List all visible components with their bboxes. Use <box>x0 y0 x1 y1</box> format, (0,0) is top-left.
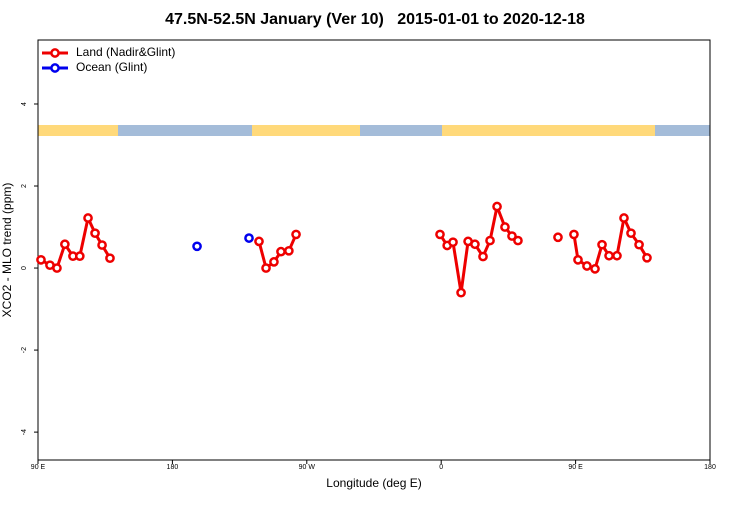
y-tick-label: 0 <box>21 266 28 270</box>
data-point <box>507 231 517 241</box>
data-point <box>582 261 592 271</box>
x-tick-label: 90 E <box>568 464 583 471</box>
data-point <box>192 241 202 252</box>
data-point <box>642 252 652 263</box>
y-tick-label: 2 <box>21 184 28 188</box>
data-point <box>90 228 100 239</box>
data-point <box>244 233 254 243</box>
data-point <box>456 287 466 298</box>
legend-label: Ocean (Glint) <box>76 60 147 74</box>
x-tick-label: 0 <box>439 464 443 471</box>
ocean-band <box>360 125 442 136</box>
land-band <box>252 125 360 136</box>
data-point <box>619 213 629 223</box>
data-point <box>485 235 495 246</box>
data-point <box>97 240 107 250</box>
chart-title: 47.5N-52.5N January (Ver 10) 2015-01-01 … <box>165 11 585 28</box>
land-sea-mask <box>38 125 710 136</box>
data-point <box>500 222 510 232</box>
data-point <box>83 213 93 223</box>
data-point <box>448 237 458 248</box>
x-tick-label: 90 E <box>31 464 46 471</box>
land-band <box>38 125 118 136</box>
land-band <box>442 125 655 136</box>
data-point <box>269 257 279 267</box>
ocean-band <box>655 125 710 136</box>
x-axis-label: Longitude (deg E) <box>326 476 421 490</box>
data-point <box>470 239 480 250</box>
data-point <box>573 254 583 265</box>
data-point <box>291 229 301 240</box>
data-point <box>284 245 294 256</box>
x-tick-label: 180 <box>704 464 716 471</box>
y-tick-label: -2 <box>21 347 28 353</box>
data-point <box>105 253 115 264</box>
data-point <box>492 201 502 212</box>
legend-label: Land (Nadir&Glint) <box>76 45 175 59</box>
data-point <box>276 246 286 257</box>
data-point <box>590 264 600 274</box>
data-point <box>604 250 614 261</box>
data-point <box>52 263 62 273</box>
data-point <box>74 251 85 262</box>
data-point <box>478 251 488 262</box>
y-axis-label: XCO2 - MLO trend (ppm) <box>0 183 14 318</box>
data-point <box>634 239 644 250</box>
data-point <box>254 236 264 247</box>
data-point <box>569 229 579 240</box>
x-tick-label: 180 <box>167 464 179 471</box>
legend-marker <box>50 63 60 73</box>
data-point <box>60 239 70 250</box>
data-point <box>612 250 622 261</box>
data-point <box>597 239 607 250</box>
legend-marker <box>50 48 60 58</box>
y-tick-label: 4 <box>21 102 28 106</box>
data-point <box>261 263 271 273</box>
data-point <box>435 229 445 240</box>
data-point <box>36 254 46 265</box>
x-tick-label: 90 W <box>299 464 316 471</box>
data-point <box>626 228 636 239</box>
y-tick-label: -4 <box>21 429 28 435</box>
data-point <box>513 235 523 246</box>
plot-frame <box>37 39 711 461</box>
data-point <box>553 232 563 243</box>
ocean-band <box>118 125 252 136</box>
